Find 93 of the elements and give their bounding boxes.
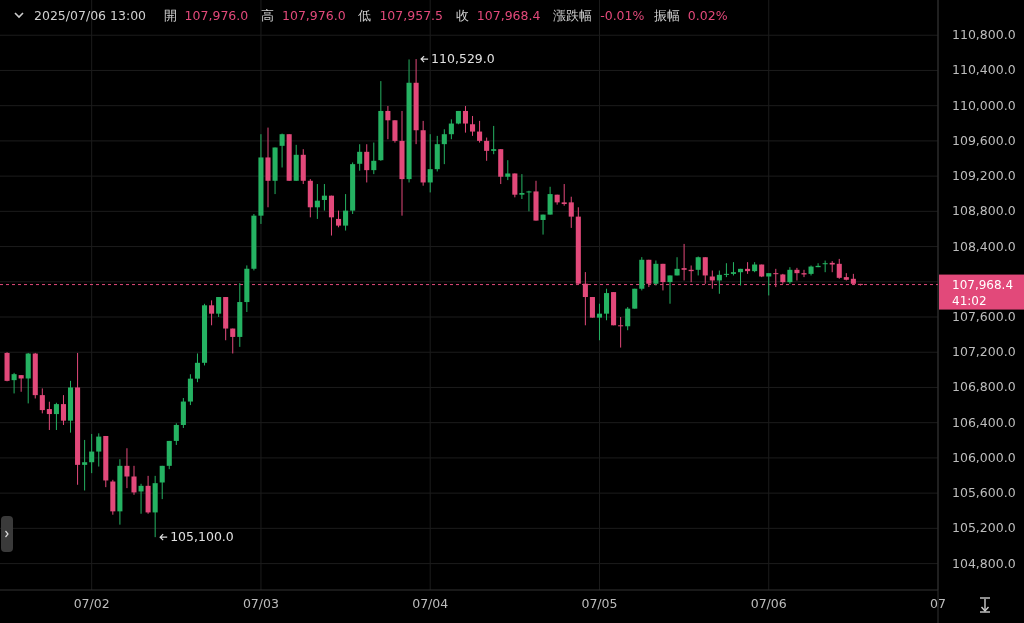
candlestick bbox=[159, 465, 165, 500]
annotation: 107,968.4 bbox=[476, 8, 541, 23]
candlestick bbox=[39, 387, 45, 414]
ref-line-label: 107,968.4 bbox=[952, 277, 1014, 292]
y-tick-label: 104,800.0 bbox=[952, 555, 1016, 571]
candlestick bbox=[187, 373, 193, 406]
candlestick bbox=[11, 372, 17, 394]
annotation: 107,957.5 bbox=[379, 8, 444, 23]
candlestick bbox=[603, 288, 610, 321]
y-tick-label: 107,200.0 bbox=[952, 344, 1016, 360]
x-tick-label: 07 bbox=[930, 596, 946, 611]
annotation: 收 bbox=[455, 8, 469, 23]
candlestick bbox=[477, 120, 483, 144]
x-tick-label: 07/05 bbox=[581, 596, 618, 611]
candlestick bbox=[46, 401, 52, 431]
text: 41:02 bbox=[952, 293, 987, 308]
candlestick bbox=[96, 432, 102, 468]
y-tick-label: 110,000.0 bbox=[952, 97, 1016, 113]
annotation: 2025/07/06 13:00 bbox=[34, 8, 147, 23]
candlestick bbox=[328, 195, 335, 237]
candlestick bbox=[385, 105, 391, 140]
annotation: -0.01% bbox=[600, 8, 645, 23]
candlestick bbox=[589, 296, 595, 319]
annotation: 0.02% bbox=[687, 8, 728, 23]
candlestick bbox=[681, 243, 687, 281]
candlestick bbox=[484, 137, 490, 162]
candlestick bbox=[60, 394, 67, 426]
candlestick bbox=[216, 296, 222, 318]
annotation: 107,976.0 bbox=[282, 8, 346, 23]
annotation: 105,100.0 bbox=[170, 529, 234, 545]
candlestick bbox=[561, 183, 567, 207]
candlestick bbox=[618, 316, 624, 349]
candlestick bbox=[371, 142, 377, 175]
annotation: 107,976.0 bbox=[184, 8, 249, 23]
y-tick-label: 109,200.0 bbox=[952, 168, 1016, 184]
candlestick bbox=[82, 439, 88, 491]
candlestick bbox=[180, 397, 186, 429]
candlestick bbox=[469, 115, 476, 137]
annotation: 振幅 bbox=[653, 8, 680, 23]
candlestick bbox=[265, 127, 271, 208]
candlestick bbox=[209, 299, 215, 326]
candlestick bbox=[364, 143, 370, 183]
y-tick-label: 106,800.0 bbox=[952, 379, 1016, 395]
annotation: 110,529.0 bbox=[431, 51, 495, 67]
candlestick bbox=[526, 190, 532, 212]
candlestick bbox=[519, 173, 525, 200]
candlestick bbox=[448, 118, 454, 140]
candlestick bbox=[357, 143, 363, 172]
y-tick-label: 107,600.0 bbox=[952, 309, 1016, 325]
annotation: 漲跌幅 bbox=[553, 8, 593, 23]
candlestick bbox=[667, 274, 673, 305]
candlestick bbox=[653, 259, 659, 286]
y-tick-label: 106,400.0 bbox=[952, 414, 1016, 430]
x-tick-label: 07/02 bbox=[73, 596, 110, 611]
candlestick bbox=[568, 196, 574, 229]
annotation: 低 bbox=[358, 8, 372, 23]
x-tick-label: 07/06 bbox=[750, 596, 787, 611]
y-tick-label: 106,000.0 bbox=[952, 449, 1016, 465]
candlestick bbox=[53, 402, 59, 431]
annotation: 高 bbox=[261, 8, 274, 23]
candlestick bbox=[441, 128, 447, 165]
candlestick bbox=[124, 447, 130, 489]
candlestick bbox=[625, 306, 631, 331]
candlestick bbox=[702, 256, 708, 285]
candlestick bbox=[89, 433, 95, 474]
y-tick-label: 105,200.0 bbox=[952, 520, 1016, 536]
candlestick bbox=[131, 465, 137, 496]
candlestick bbox=[512, 172, 518, 198]
candlestick bbox=[279, 133, 285, 168]
y-tick-label: 109,600.0 bbox=[952, 132, 1016, 148]
candlestick bbox=[836, 258, 842, 280]
y-tick-label: 108,400.0 bbox=[952, 238, 1016, 254]
x-tick-label: 07/04 bbox=[412, 596, 449, 611]
candlestick bbox=[427, 133, 433, 193]
candlestick bbox=[321, 183, 327, 212]
candlestick bbox=[505, 159, 511, 181]
candlestick bbox=[723, 262, 729, 278]
y-tick-label: 110,800.0 bbox=[952, 27, 1016, 43]
candlestick bbox=[766, 272, 772, 296]
candlestick bbox=[547, 186, 553, 216]
candlestick bbox=[392, 119, 398, 144]
candlestick bbox=[173, 422, 179, 446]
annotation: 開 bbox=[163, 8, 177, 23]
candlestick bbox=[230, 328, 236, 354]
y-tick-label: 110,400.0 bbox=[952, 62, 1016, 78]
x-tick-label: 07/03 bbox=[242, 596, 279, 611]
candlestick bbox=[462, 105, 469, 134]
candlestick bbox=[343, 193, 349, 232]
candlestick bbox=[596, 303, 603, 341]
y-tick-label: 105,600.0 bbox=[952, 485, 1016, 501]
candlestick bbox=[491, 125, 497, 155]
candlestick bbox=[194, 352, 201, 383]
y-tick-label: 108,800.0 bbox=[952, 203, 1016, 219]
